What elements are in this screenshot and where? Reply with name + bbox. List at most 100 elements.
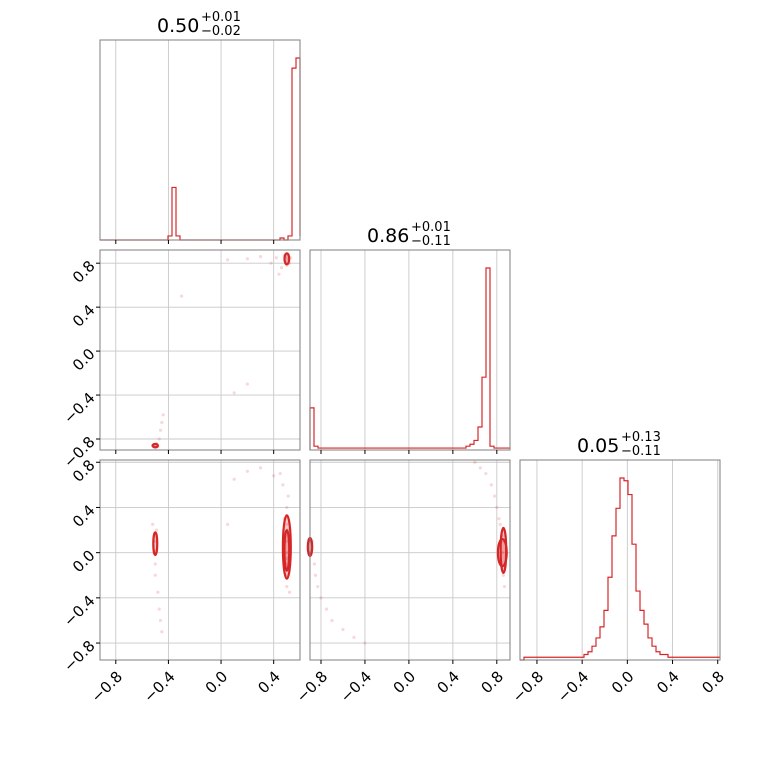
scatter-point (286, 494, 290, 498)
scatter-point (319, 596, 323, 600)
y-tick-label: −0.4 (60, 389, 98, 427)
x-tick-label: 0.0 (390, 668, 420, 698)
scatter-point (153, 539, 157, 543)
x-tick-label: −0.4 (337, 668, 375, 706)
scatter-point (245, 469, 249, 473)
scatter-point (154, 528, 159, 532)
scatter-point (160, 420, 164, 425)
scatter-point (285, 584, 289, 589)
scatter-point (285, 254, 289, 259)
scatter-point (285, 556, 289, 560)
x-tick-label: 0.4 (653, 668, 683, 698)
scatter-point (245, 257, 249, 261)
scatter-point (502, 584, 507, 589)
scatter-point (341, 627, 345, 632)
scatter-point (473, 460, 477, 464)
scatter-point (232, 391, 236, 395)
x-tick-label: 0.8 (477, 668, 507, 698)
scatter-point (281, 483, 285, 487)
title-upper-error: +0.13 (621, 430, 661, 445)
y-tick-label: 0.4 (69, 301, 99, 331)
title-value: 0.05 (577, 435, 619, 457)
y-tick-label: 0.0 (69, 546, 99, 576)
scatter-point (151, 522, 155, 527)
scatter-point (258, 254, 263, 259)
x-tick-label: 0.0 (202, 668, 232, 698)
scatter-point (501, 573, 506, 577)
scatter-point (478, 466, 482, 470)
scatter-point (285, 258, 289, 262)
panel-2-2-frame (519, 459, 721, 661)
scatter-point (245, 382, 249, 386)
scatter-point (313, 573, 318, 577)
title-lower-error: −0.11 (411, 234, 451, 249)
scatter-point (324, 607, 329, 611)
scatter-point (277, 272, 281, 276)
panel-title-2: 0.86 +0.01−0.11 (367, 220, 451, 249)
scatter-point (156, 590, 160, 594)
density-contour (283, 252, 291, 266)
scatter-point (285, 539, 289, 543)
scatter-point (158, 618, 163, 623)
density-contour (281, 514, 292, 580)
y-tick-label: −0.8 (60, 637, 98, 675)
panel-0-0-frame (99, 39, 301, 241)
scatter-point (330, 618, 334, 623)
scatter-point (258, 466, 263, 470)
y-tick-label: 0.4 (69, 501, 99, 531)
histogram-1 (100, 57, 301, 241)
scatter-point (274, 256, 278, 260)
scatter-point (316, 584, 320, 589)
scatter-point (161, 413, 165, 417)
scatter-point (153, 573, 157, 577)
scatter-point (179, 294, 184, 298)
title-value: 0.50 (157, 15, 199, 37)
scatter-point (279, 265, 284, 270)
y-tick-label: 0.8 (69, 257, 99, 287)
x-tick-label: 0.8 (698, 668, 728, 698)
scatter-point (493, 494, 497, 498)
density-contour (152, 531, 159, 557)
scatter-point (278, 471, 282, 476)
scatter-point (312, 562, 316, 566)
scatter-point (497, 517, 501, 521)
scatter-point (157, 607, 161, 611)
density-contour (151, 442, 159, 449)
scatter-point (484, 471, 488, 476)
y-tick-label: 0.0 (69, 345, 99, 375)
scatter-point (160, 630, 164, 634)
density-contour (283, 528, 291, 572)
histogram-2 (309, 267, 510, 450)
scatter-point (157, 437, 161, 441)
scatter-point (158, 428, 163, 432)
panel-title-1: 0.50 +0.01−0.02 (157, 10, 241, 39)
x-tick-label: −0.8 (88, 668, 126, 706)
scatter-point (287, 590, 292, 594)
scatter-point (232, 477, 236, 481)
panel-1-1-frame (309, 249, 511, 451)
title-value: 0.86 (367, 225, 409, 247)
y-tick-label: −0.4 (60, 592, 98, 630)
scatter-point (352, 635, 356, 640)
scatter-point (269, 261, 273, 265)
density-contour (496, 537, 508, 568)
x-tick-label: 0.4 (434, 668, 464, 698)
title-upper-error: +0.01 (411, 220, 451, 235)
histogram-3 (520, 477, 720, 661)
scatter-point (272, 474, 276, 478)
scatter-point (285, 505, 289, 510)
title-upper-error: +0.01 (201, 10, 241, 25)
title-lower-error: −0.02 (201, 24, 241, 39)
scatter-point (285, 522, 289, 527)
panel-title-3: 0.05 +0.13−0.11 (577, 430, 661, 459)
panel-1-0-frame (99, 249, 301, 451)
panel-2-1-frame (309, 459, 511, 661)
scatter-point (226, 258, 230, 262)
x-tick-label: −0.8 (293, 668, 331, 706)
x-tick-label: −0.8 (509, 668, 547, 706)
x-tick-label: −0.4 (140, 668, 178, 706)
scatter-point (153, 562, 157, 566)
x-tick-label: −0.4 (554, 668, 592, 706)
scatter-point (226, 522, 230, 527)
